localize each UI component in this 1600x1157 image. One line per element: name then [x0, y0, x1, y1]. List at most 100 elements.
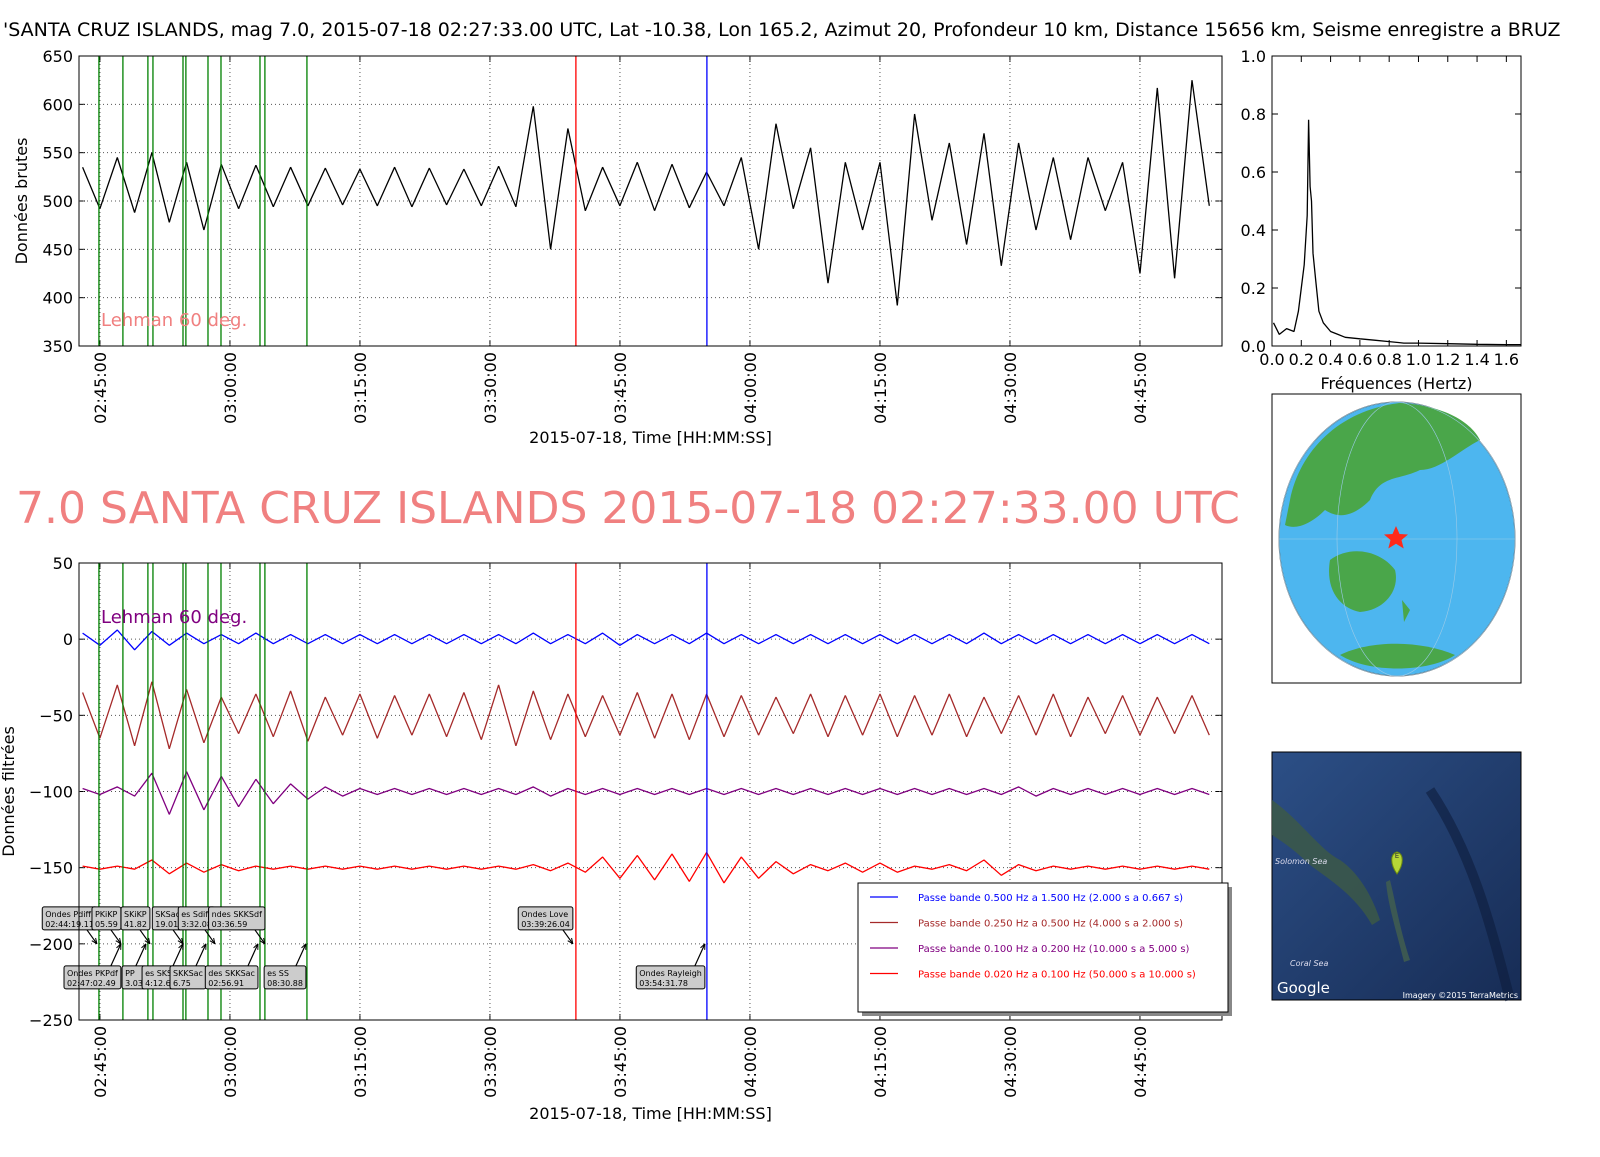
callout-arrow [295, 943, 307, 967]
x-tick-label: 03:45:00 [611, 352, 630, 424]
callout-arrowhead [209, 937, 216, 945]
x-tick-label: 03:30:00 [481, 352, 500, 424]
y-tick-label: 0.6 [1241, 163, 1266, 182]
y-tick-label: 500 [42, 192, 73, 211]
plot-frame [78, 55, 1223, 347]
callout-text: 3:32.08 [181, 920, 212, 929]
x-tick-label: 1.4 [1464, 350, 1489, 369]
series-line [1272, 119, 1521, 346]
plot-frame [78, 562, 1223, 1021]
callout-text: 02:44:19.11 [45, 920, 94, 929]
y-tick-label: 600 [42, 95, 73, 114]
y-tick-label: −250 [29, 1011, 73, 1030]
callout-text: es SS [267, 969, 289, 978]
x-axis-label: 2015-07-18, Time [HH:MM:SS] [529, 1104, 772, 1123]
callout-arrow [139, 929, 151, 945]
x-tick-label: 04:45:00 [1131, 352, 1150, 424]
x-tick-label: 04:00:00 [741, 352, 760, 424]
x-tick-label: 04:30:00 [1001, 1026, 1020, 1098]
y-tick-label: 0.8 [1241, 105, 1266, 124]
callout-arrowhead [567, 937, 574, 945]
x-tick-label: 04:30:00 [1001, 352, 1020, 424]
callout-arrow [254, 929, 266, 945]
x-tick-label: 03:45:00 [611, 1026, 630, 1098]
x-tick-label: 1.6 [1494, 350, 1519, 369]
callout-box [120, 906, 151, 931]
callout-arrow [110, 929, 122, 945]
callout-arrowhead [178, 943, 184, 950]
series-line [82, 852, 1210, 884]
x-tick-label: 02:45:00 [91, 1026, 110, 1098]
map-credit: Imagery ©2015 TerraMetrics [1403, 991, 1518, 1000]
callout-arrow [247, 943, 259, 967]
map-logo: Google [1277, 979, 1330, 997]
y-tick-label: 450 [42, 240, 73, 259]
callout-text: 4:12.66 [145, 979, 176, 988]
annotation: Lehman 60 deg. [101, 607, 247, 628]
x-tick-label: 0.2 [1289, 350, 1314, 369]
callout-text: es SKSdf [145, 969, 180, 978]
map-pin-label: E [1395, 852, 1399, 860]
y-tick-label: 550 [42, 144, 73, 163]
legend [857, 882, 1229, 1013]
callout-text: SKKSac [173, 969, 203, 978]
x-tick-label: 0.4 [1318, 350, 1343, 369]
callout-arrowhead [91, 937, 98, 945]
callout-arrowhead [144, 937, 151, 945]
callout-text: PP [125, 969, 135, 978]
legend-label: Passe bande 0.250 Hz a 0.500 Hz (4.000 s… [918, 919, 1183, 930]
legend-label: Passe bande 0.100 Hz a 0.200 Hz (10.000 … [918, 944, 1190, 955]
callout-arrowhead [177, 937, 184, 945]
y-tick-label: −100 [29, 783, 73, 802]
map-label: Solomon Sea [1275, 857, 1327, 866]
callout-text: 08:30.88 [267, 979, 303, 988]
plot-area [81, 563, 1210, 1020]
x-axis-label: 2015-07-18, Time [HH:MM:SS] [529, 428, 772, 447]
x-tick-label: 03:30:00 [481, 1026, 500, 1098]
callout-text: SKiKP [124, 910, 147, 919]
callout-arrow [86, 929, 98, 945]
callout-arrowhead [253, 943, 259, 950]
y-tick-label: 400 [42, 289, 73, 308]
callout-arrow [172, 929, 184, 945]
satellite-map [1271, 751, 1522, 1002]
callout-arrowhead [115, 937, 122, 945]
callout-text: 02:56.91 [208, 979, 244, 988]
y-tick-label: −150 [29, 859, 73, 878]
callout-box [635, 965, 706, 990]
callout-arrowhead [700, 943, 706, 950]
callout-arrow [195, 943, 207, 967]
globe [1271, 393, 1522, 684]
series-line [82, 80, 1210, 306]
callout-box [263, 965, 307, 990]
x-tick-label: 03:00:00 [221, 352, 240, 424]
y-tick-label: 0.2 [1241, 279, 1266, 298]
callout-box [517, 906, 574, 931]
callout-text: 03:54:31.78 [639, 979, 688, 988]
x-tick-label: 04:45:00 [1131, 1026, 1150, 1098]
callout-text: PKiKP [95, 910, 118, 919]
plot-area [1272, 119, 1521, 346]
callout-text: SKSac [155, 910, 180, 919]
callout-arrow [694, 943, 706, 967]
map-label: Coral Sea [1290, 959, 1328, 968]
callout-arrowhead [116, 943, 122, 950]
y-tick-label: 650 [42, 47, 73, 66]
callout-text: 02:47:02.49 [67, 979, 116, 988]
x-tick-label: 04:15:00 [871, 1026, 890, 1098]
callout-arrowhead [301, 943, 307, 950]
x-tick-label: 03:15:00 [351, 1026, 370, 1098]
x-axis-label: Fréquences (Hertz) [1320, 374, 1472, 393]
annotation: Lehman 60 deg. [101, 310, 247, 331]
series-line [81, 681, 1210, 749]
callout-text: 41.82 [124, 920, 147, 929]
